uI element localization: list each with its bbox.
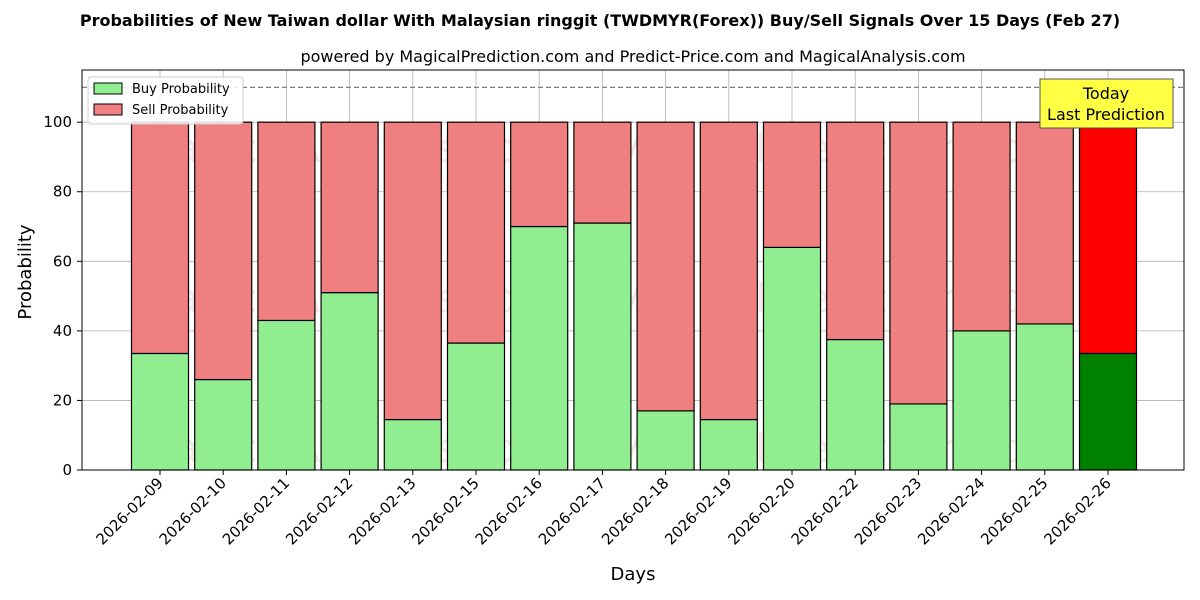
legend-swatch: [93, 103, 123, 116]
sell-bar: [636, 121, 695, 412]
buy-bar: [1078, 352, 1138, 471]
sell-bar: [1078, 121, 1138, 355]
legend: Buy Probability Sell Probability: [87, 76, 244, 125]
x-tick-label: 2026-02-17: [535, 474, 609, 548]
x-tick-label: 2026-02-15: [408, 474, 482, 548]
sell-bar: [130, 121, 190, 355]
sell-bar: [699, 121, 758, 421]
chart-title: Probabilities of New Taiwan dollar With …: [80, 11, 1120, 30]
x-tick-label: 2026-02-26: [1040, 474, 1114, 548]
x-tick-label: 2026-02-25: [977, 474, 1051, 548]
x-tick-label: 2026-02-24: [914, 474, 988, 548]
buy-bar: [510, 225, 569, 471]
buy-bar: [446, 342, 506, 471]
y-axis-label: Probability: [15, 224, 36, 319]
y-axis-ticks: 0 20 40 60 80 100: [43, 113, 82, 479]
y-tick-label: 100: [43, 113, 72, 131]
plot-frame: [81, 69, 1185, 471]
sell-bar: [194, 121, 253, 381]
x-tick-label: 2026-02-19: [661, 474, 735, 548]
sell-bar: [573, 121, 632, 224]
sell-bar: [320, 121, 379, 294]
sell-bar: [952, 121, 1011, 332]
x-tick-label: 2026-02-09: [92, 474, 166, 548]
buy-bar: [636, 410, 695, 471]
x-axis-ticks: 2026-02-092026-02-102026-02-112026-02-12…: [92, 470, 1115, 548]
x-axis-label: Days: [611, 564, 656, 585]
buy-bar: [1015, 323, 1074, 471]
buy-bar: [699, 418, 758, 471]
sell-bar: [383, 121, 442, 421]
x-tick-label: 2026-02-10: [156, 474, 230, 548]
x-tick-label: 2026-02-12: [282, 474, 356, 548]
buy-bar: [320, 292, 379, 471]
x-tick-label: 2026-02-20: [724, 474, 798, 548]
y-tick-label: 20: [53, 391, 72, 409]
annotation-box: [1039, 78, 1174, 129]
y-tick-label: 60: [53, 252, 72, 270]
buy-bar: [762, 246, 822, 471]
buy-bar: [257, 319, 316, 471]
sell-bar: [762, 121, 822, 248]
x-tick-label: 2026-02-18: [598, 474, 672, 548]
sell-bar: [510, 121, 569, 228]
x-tick-label: 2026-02-23: [851, 474, 925, 548]
buy-bar: [952, 330, 1011, 471]
x-tick-label: 2026-02-11: [219, 474, 293, 548]
legend-swatch: [93, 82, 123, 95]
legend-box: [87, 76, 244, 125]
sell-bar: [257, 121, 316, 322]
annotation-line-1: Today: [1082, 84, 1129, 103]
sell-bar: [1015, 121, 1074, 325]
legend-label: Buy Probability: [132, 82, 230, 97]
buy-bar: [889, 403, 948, 471]
x-tick-label: 2026-02-13: [345, 474, 419, 548]
y-tick-label: 80: [53, 183, 72, 201]
x-tick-label: 2026-02-22: [788, 474, 862, 548]
today-annotation: Today Last Prediction: [1039, 78, 1174, 129]
buy-bar: [383, 418, 442, 471]
buy-bar: [194, 378, 253, 471]
sell-bar: [889, 121, 948, 405]
chart-subtitle: powered by MagicalPrediction.com and Pre…: [300, 47, 965, 66]
annotation-line-2: Last Prediction: [1047, 105, 1165, 124]
y-tick-label: 0: [62, 461, 72, 479]
buy-bar: [573, 222, 632, 471]
buy-bar: [826, 338, 885, 471]
sell-bar: [446, 121, 506, 344]
buy-bar: [130, 352, 190, 471]
y-tick-label: 40: [53, 322, 72, 340]
bars: [130, 121, 1138, 471]
x-tick-label: 2026-02-16: [472, 474, 546, 548]
sell-bar: [826, 121, 885, 341]
legend-label: Sell Probability: [132, 103, 229, 118]
